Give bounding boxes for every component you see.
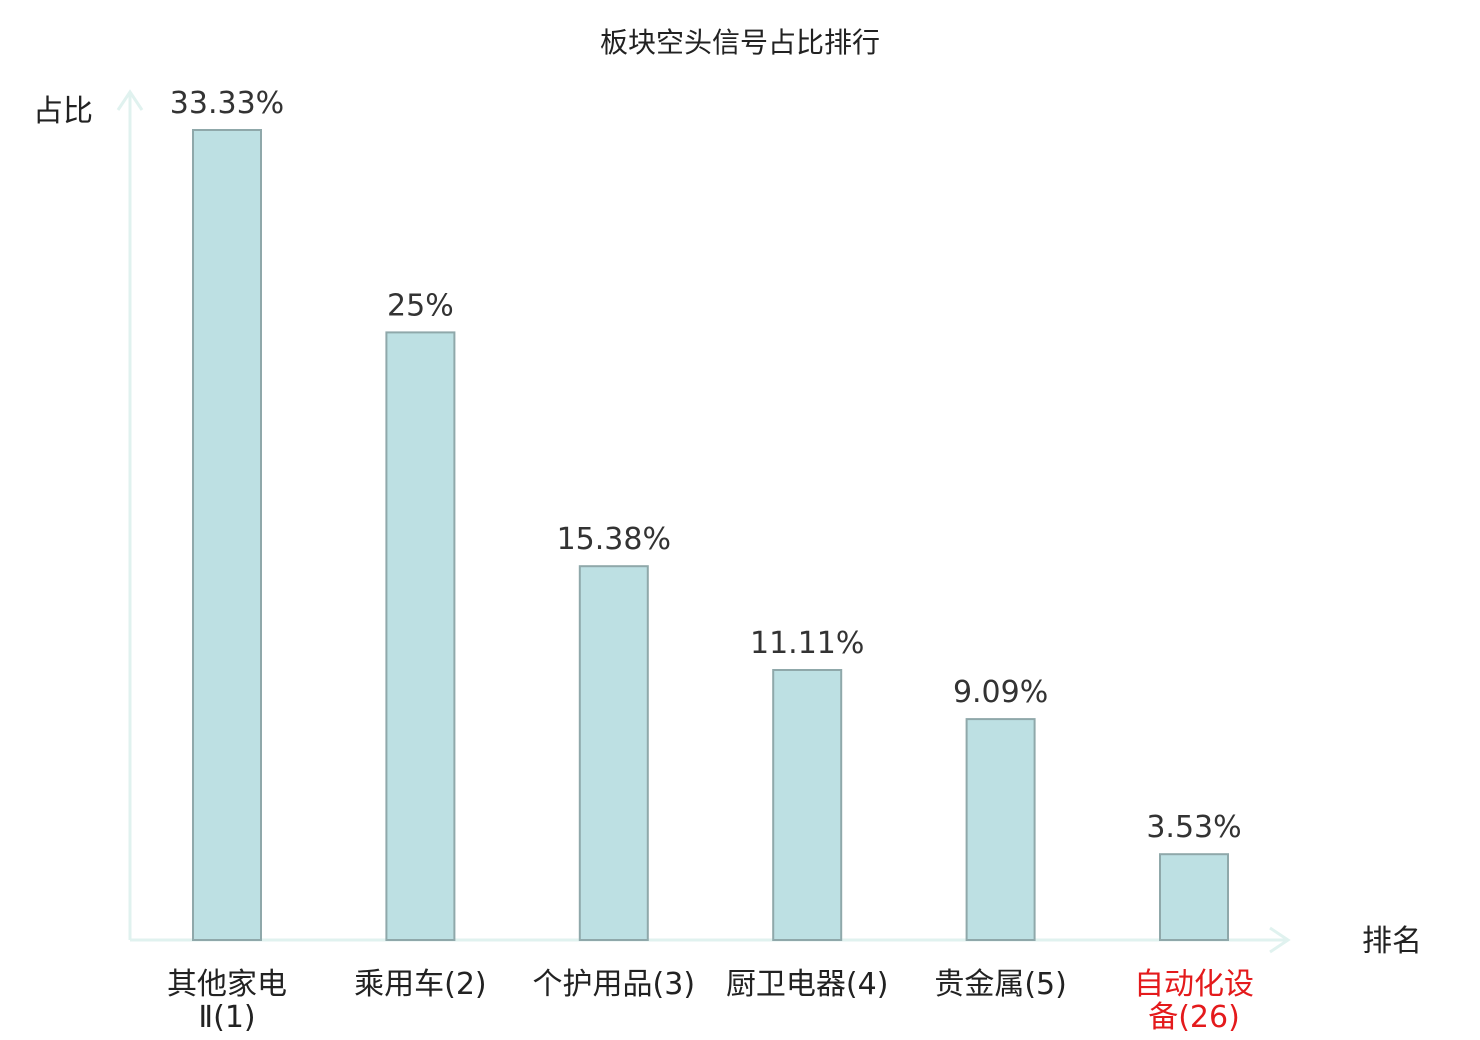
bar-5 [965, 718, 1036, 941]
category-label-1-line-2: Ⅱ(1) [198, 1000, 255, 1035]
bar-2 [385, 331, 456, 941]
x-axis-title: 排名 [1362, 924, 1422, 959]
bar-6 [1159, 853, 1229, 942]
value-label-5: 9.09% [953, 675, 1048, 710]
value-label-4: 11.11% [750, 626, 864, 661]
category-label-6-line-1: 自动化设 [1134, 967, 1254, 1002]
x-axis-arrow-icon [1269, 926, 1291, 954]
value-labels-group: 33.33% 25% 15.38% 11.11% 9.09% 3.53% [170, 86, 1242, 845]
value-label-6: 3.53% [1146, 810, 1241, 845]
y-axis-title: 占比 [33, 94, 93, 129]
value-label-3: 15.38% [557, 522, 671, 557]
bar-1 [192, 129, 262, 941]
chart-title: 板块空头信号占比排行 [600, 26, 880, 59]
category-label-6-line-2: 备(26) [1148, 1000, 1240, 1035]
bar-4 [772, 669, 843, 941]
bars-group [192, 129, 1229, 942]
category-label-5: 贵金属(5) [934, 967, 1067, 1002]
category-label-3: 个护用品(3) [533, 967, 696, 1002]
category-label-4: 厨卫电器(4) [726, 967, 889, 1002]
value-label-1: 33.33% [170, 86, 284, 121]
category-label-2: 乘用车(2) [354, 967, 487, 1002]
bar-3 [578, 565, 649, 941]
y-axis-arrow-icon [116, 89, 144, 111]
category-label-1-line-1: 其他家电 [167, 967, 287, 1002]
value-label-2: 25% [387, 288, 454, 323]
